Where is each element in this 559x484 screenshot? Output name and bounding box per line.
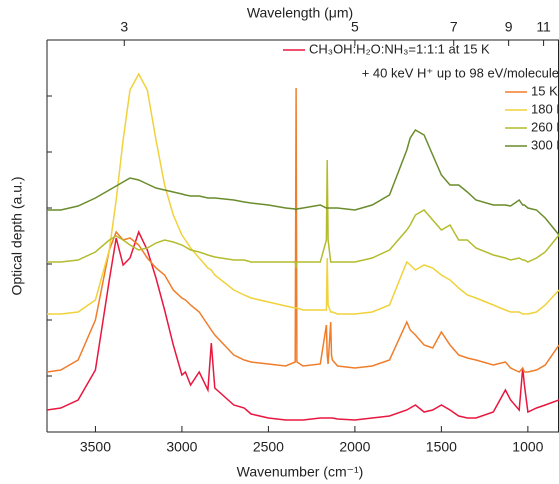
x2-tick-label: 7 bbox=[450, 19, 458, 35]
legend-label: 15 K bbox=[531, 83, 558, 98]
x-tick-label: 2000 bbox=[339, 439, 370, 455]
x2-tick-label: 11 bbox=[536, 19, 551, 35]
x-tick-label: 1500 bbox=[426, 439, 457, 455]
legend-label: 300 K bbox=[531, 137, 559, 152]
x-tick-label: 3500 bbox=[80, 439, 111, 455]
plot-area bbox=[47, 72, 559, 421]
x2-tick-label: 5 bbox=[351, 19, 359, 35]
legend-title: + 40 keV H⁺ up to 98 eV/molecule bbox=[362, 65, 559, 80]
legend-label: 180 K bbox=[531, 101, 559, 116]
x-label: Wavenumber (cm⁻¹) bbox=[237, 464, 364, 480]
x2-tick-label: 9 bbox=[505, 19, 513, 35]
x2-label: Wavelength (μm) bbox=[247, 5, 353, 21]
x2-tick-label: 3 bbox=[120, 19, 128, 35]
legend-label: CH₃OH:H₂O:NH₃=1:1:1 at 15 K bbox=[309, 41, 490, 56]
y-label: Optical depth (a.u.) bbox=[9, 176, 25, 295]
spectrum-line bbox=[47, 159, 559, 269]
spectrum-line bbox=[47, 87, 559, 373]
spectrum-line bbox=[47, 128, 559, 236]
x-tick-label: 1000 bbox=[512, 439, 543, 455]
spectrum-line bbox=[47, 230, 559, 421]
x-tick-label: 3000 bbox=[166, 439, 197, 455]
spectrum-line bbox=[47, 72, 559, 315]
x-tick-label: 2500 bbox=[253, 439, 284, 455]
legend-label: 260 K bbox=[531, 119, 559, 134]
